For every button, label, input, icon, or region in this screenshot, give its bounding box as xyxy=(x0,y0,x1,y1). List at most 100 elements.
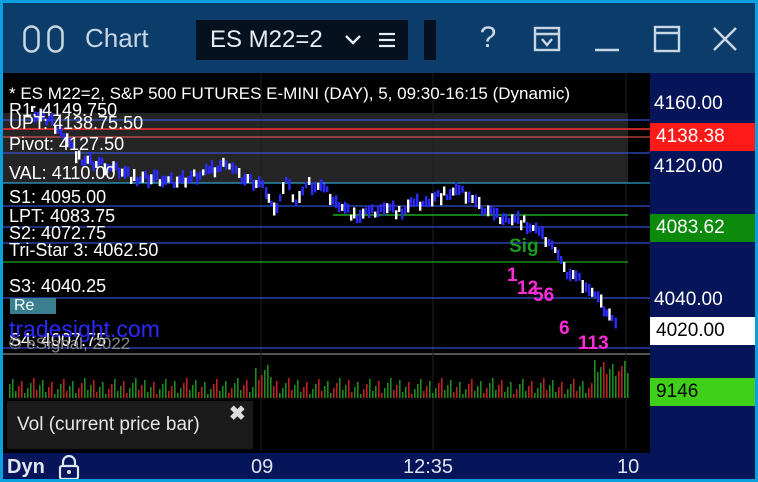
volume-bar xyxy=(453,392,455,398)
volume-bar xyxy=(222,386,224,398)
volume-bar xyxy=(507,387,509,398)
volume-bar xyxy=(543,378,545,398)
candle xyxy=(130,176,133,184)
close-icon[interactable] xyxy=(711,25,739,53)
dynamic-mode-label[interactable]: Dyn xyxy=(7,456,45,478)
volume-bar xyxy=(264,370,266,398)
candle xyxy=(285,177,288,183)
price-tick: 4120.00 xyxy=(654,156,723,177)
candle xyxy=(320,179,323,192)
volume-bar xyxy=(420,379,422,398)
volume-bar xyxy=(396,385,398,398)
volume-bar xyxy=(54,394,56,398)
candle xyxy=(356,215,359,224)
volume-bar xyxy=(534,393,536,398)
maximize-icon[interactable] xyxy=(653,25,681,53)
candle xyxy=(428,199,431,207)
candle xyxy=(92,160,95,171)
volume-bar xyxy=(384,388,386,398)
candle xyxy=(538,228,541,236)
candle xyxy=(193,169,196,177)
volume-tooltip: Vol (current price bar) ✖ xyxy=(7,401,253,449)
candle xyxy=(493,207,496,221)
candle xyxy=(80,159,84,166)
volume-bar xyxy=(255,368,257,398)
price-axis[interactable]: 4160.00 4138.38 4120.00 4083.62 4040.00 … xyxy=(650,73,755,453)
volume-bar xyxy=(510,382,512,398)
candle xyxy=(246,174,249,184)
volume-bar xyxy=(468,384,470,398)
volume-bar xyxy=(330,393,332,398)
time-label: 09 xyxy=(251,456,274,478)
volume-bar xyxy=(195,380,197,398)
candle xyxy=(416,193,419,206)
candle xyxy=(249,174,252,181)
volume-bar xyxy=(528,386,530,398)
candle xyxy=(252,179,255,191)
dock-icon[interactable] xyxy=(533,25,561,53)
plot-area[interactable]: * ES M22=2, S&P 500 FUTURES E-MINI (DAY)… xyxy=(3,73,650,453)
candle xyxy=(478,197,481,209)
volume-bar xyxy=(192,385,194,398)
volume-bar xyxy=(183,383,185,398)
volume-bar xyxy=(93,380,95,398)
candle xyxy=(611,315,614,321)
candle xyxy=(36,112,40,120)
candle xyxy=(541,226,544,239)
volume-bar xyxy=(285,383,287,398)
level-label-s3: S3: 4040.25 xyxy=(9,276,107,296)
volume-bar xyxy=(27,388,29,398)
volume-bar xyxy=(240,390,242,398)
windows-icon[interactable] xyxy=(23,25,67,53)
annotation-green-sig: Sig xyxy=(509,236,539,257)
volume-bar xyxy=(21,381,23,398)
volume-bar xyxy=(573,379,575,398)
time-axis[interactable]: Dyn 09 12:35 10 xyxy=(3,453,755,480)
symbol-selector[interactable]: ES M22=2 xyxy=(196,20,408,60)
lock-icon[interactable] xyxy=(58,455,80,480)
minimize-icon[interactable] xyxy=(593,25,621,53)
level-label-tristar: Tri-Star 3: 4062.50 xyxy=(9,240,159,260)
candle xyxy=(344,201,347,214)
candle xyxy=(141,171,144,183)
volume-bar xyxy=(51,382,53,398)
volume-bar xyxy=(435,388,437,398)
candle xyxy=(362,208,365,219)
candle xyxy=(66,133,69,147)
candle xyxy=(133,169,136,181)
volume-bar xyxy=(174,381,176,398)
candle xyxy=(410,197,413,207)
candle xyxy=(526,222,529,234)
chart-header: * ES M22=2, S&P 500 FUTURES E-MINI (DAY)… xyxy=(9,84,571,103)
annotation-1: 1 xyxy=(507,265,518,286)
candle xyxy=(464,191,468,204)
candle xyxy=(118,167,121,179)
volume-bar xyxy=(516,389,518,398)
candle xyxy=(602,306,606,317)
close-icon[interactable]: ✖ xyxy=(229,403,246,425)
volume-bar xyxy=(477,386,479,398)
volume-bar xyxy=(57,389,59,398)
volume-bar xyxy=(99,387,101,398)
candle xyxy=(181,169,184,183)
volume-bar xyxy=(342,390,344,398)
chevron-down-icon[interactable] xyxy=(344,33,362,47)
volume-bar xyxy=(39,385,41,398)
volume-bar xyxy=(369,379,371,398)
volume-bar xyxy=(210,389,212,398)
watermark-link[interactable]: tradesight.com xyxy=(9,316,160,342)
menu-icon[interactable] xyxy=(378,31,396,49)
volume-bar xyxy=(129,388,131,398)
candle xyxy=(301,186,304,196)
annotation-56: 56 xyxy=(533,285,555,306)
volume-bar xyxy=(585,393,587,398)
volume-bar xyxy=(615,376,617,398)
candle xyxy=(374,211,377,218)
candle xyxy=(455,182,458,196)
help-icon[interactable]: ? xyxy=(479,21,497,54)
price-chart-canvas[interactable] xyxy=(3,73,650,453)
volume-bar xyxy=(531,381,533,398)
link-tab[interactable] xyxy=(424,20,436,60)
candle xyxy=(551,240,554,250)
candle xyxy=(190,170,193,183)
